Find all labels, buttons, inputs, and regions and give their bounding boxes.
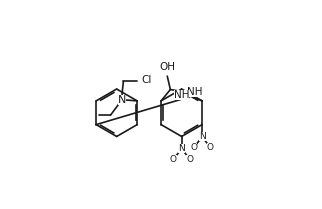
- Text: O: O: [190, 143, 197, 152]
- Text: O: O: [170, 155, 177, 164]
- Text: NH: NH: [187, 87, 202, 97]
- Text: O: O: [186, 155, 194, 164]
- Text: Cl: Cl: [141, 75, 152, 85]
- Text: N: N: [199, 133, 205, 141]
- Text: NH: NH: [174, 90, 189, 100]
- Text: O: O: [207, 143, 214, 152]
- Text: N: N: [178, 144, 185, 153]
- Text: N: N: [118, 95, 126, 105]
- Text: OH: OH: [159, 62, 175, 72]
